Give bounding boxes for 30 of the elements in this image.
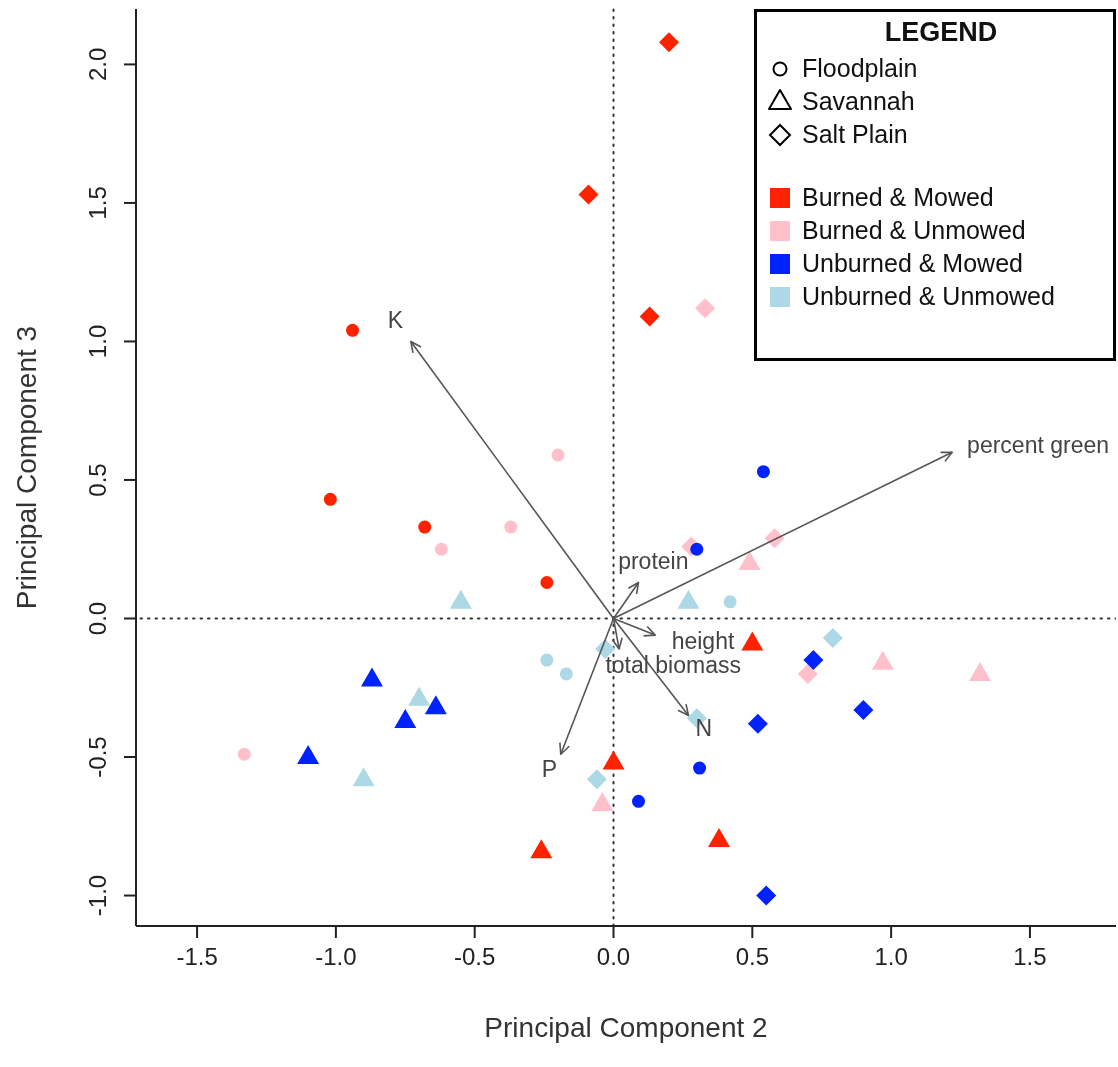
legend-label: Burned & Mowed (802, 181, 994, 212)
legend-label: Unburned & Unmowed (802, 280, 1055, 311)
x-tick-label: 1.5 (1013, 943, 1047, 971)
y-axis-title: Principal Component 3 (10, 325, 42, 610)
legend-label: Floodplain (802, 52, 918, 83)
x-tick-label: -1.5 (176, 943, 218, 971)
annotation: P (541, 756, 558, 783)
legend-title: LEGEND (883, 17, 999, 47)
y-tick-label: -1.0 (84, 874, 111, 917)
annotation: K (387, 307, 404, 334)
annotation: N (695, 715, 713, 742)
x-tick-label: -0.5 (454, 943, 496, 971)
legend-label: Burned & Unmowed (802, 214, 1026, 245)
annotation: height (671, 628, 735, 655)
legend-label: Unburned & Mowed (802, 247, 1023, 278)
legend-label: Salt Plain (802, 118, 908, 149)
x-tick-label: -1.0 (315, 943, 357, 971)
x-tick-label: 1.0 (874, 943, 908, 971)
y-tick-label: -0.5 (84, 736, 111, 778)
y-tick-label: 1.0 (84, 324, 111, 359)
y-tick-label: 1.5 (84, 186, 111, 220)
x-tick-label: 0.5 (735, 943, 769, 971)
annotation: percent green (967, 432, 1110, 459)
legend-label: Savannah (802, 85, 915, 116)
y-tick-label: 2.0 (84, 47, 111, 82)
y-tick-label: 0.5 (84, 463, 111, 497)
x-axis-title: Principal Component 2 (484, 1012, 768, 1043)
x-tick-label: 0.0 (596, 943, 631, 971)
annotation: protein (618, 548, 689, 575)
y-tick-label: 0.0 (84, 601, 111, 636)
